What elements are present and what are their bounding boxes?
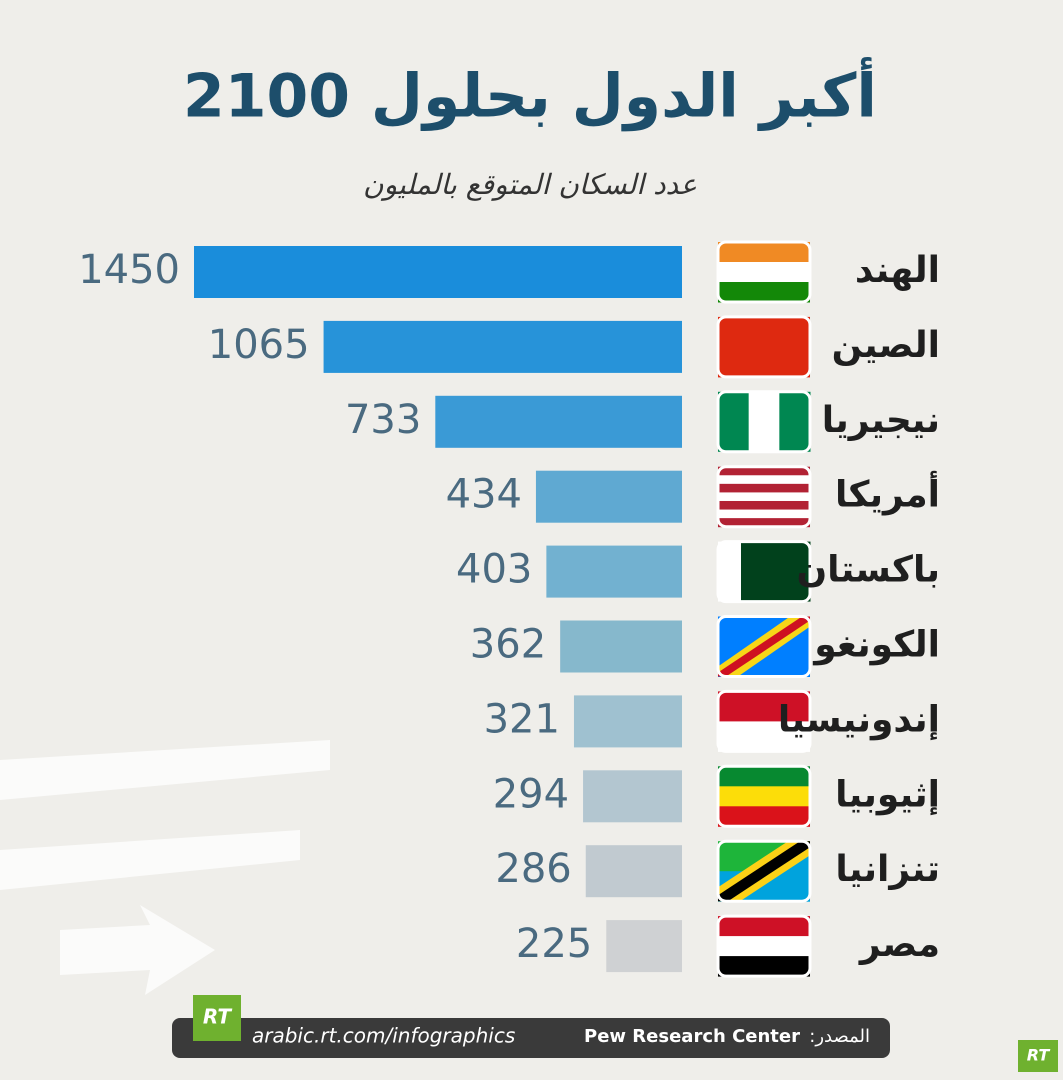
bar [194,246,682,298]
flag-stripe [718,916,810,937]
flag-stripe [718,316,810,378]
flag [716,315,812,379]
flag-frame [716,240,812,304]
category-label: إندونيسيا [778,699,940,740]
value-label: 434 [446,472,522,518]
flag-stripe [718,956,810,977]
bar [585,845,682,898]
flag-stripe [718,500,810,511]
value-label: 225 [516,921,592,967]
flag [716,540,812,604]
bar [583,770,682,823]
flag-frame [716,465,812,529]
category-label: الكونغو [812,625,940,666]
flag-stripe [718,492,810,502]
bar [535,470,682,523]
footer-url: arabic.rt.com/infographics [252,1024,515,1048]
arrow-decoration [0,740,330,995]
flag-stripe [718,475,810,485]
value-label: 733 [345,397,421,443]
bar [323,320,682,373]
flag-stripe [718,936,810,957]
category-label: باكستان [796,550,940,591]
flag-stripe [718,721,810,752]
flag-frame [716,689,812,753]
value-label: 294 [493,771,569,817]
flag-frame [716,615,812,678]
flag-stripe [718,242,810,263]
flag-stripe [718,391,750,452]
flag [716,615,812,678]
value-label: 286 [495,846,571,892]
footer-bar [172,1018,890,1058]
flag-frame [716,914,812,978]
rt-logo [193,995,241,1041]
flag-stripe [718,786,810,807]
flag-stripe [787,541,811,602]
flag-stripe [718,518,810,528]
bar [560,620,682,673]
flag-frame [716,315,812,379]
bar [573,695,682,748]
flag [716,689,812,753]
category-label: الصين [832,325,940,366]
flag-stripe [718,466,810,476]
corner-logo-text: RT [1027,1046,1051,1065]
flag-stripe [718,806,810,827]
category-label: الهند [855,250,940,291]
flag-stripe [718,262,810,283]
flag-frame [716,764,812,828]
flag-frame [716,839,812,903]
flag [716,390,812,454]
footer-source-label: المصدر: [809,1026,870,1047]
bar [546,545,682,598]
corner-logo [1018,1040,1058,1072]
flag [716,465,812,529]
flag-stripe [718,541,742,602]
footer-source: Pew Research Center [584,1026,800,1047]
value-label: 403 [456,547,532,593]
flag-stripe [764,541,788,602]
flag-stripe [718,766,810,787]
category-label: إثيوبيا [835,774,940,815]
flag-frame [716,390,812,454]
value-label: 1450 [78,247,180,293]
rt-logo-text: RT [203,1005,233,1029]
value-label: 321 [484,696,560,742]
category-label: تنزانيا [835,849,940,890]
flag-stripe [718,282,810,303]
flag-stripe [748,391,780,452]
category-label: مصر [858,924,940,965]
flag [716,240,812,304]
bars: 1450 الهند 1065 الصين 733 نيجيريا 434 أمريكا 403… [78,240,940,978]
flag-stripe [718,483,810,493]
bar [435,395,682,448]
flag-stripe [741,541,765,602]
flag [716,839,812,903]
flag [716,764,812,828]
flag-stripe [779,391,811,452]
bar [606,920,682,973]
value-label: 362 [470,622,546,668]
flag-stripe [718,616,810,677]
value-label: 1065 [208,322,310,368]
category-label: نيجيريا [822,400,940,441]
flag-frame [716,540,812,604]
flag-stripe [718,509,810,519]
category-label: أمريكا [835,471,940,516]
flag-stripe [718,691,810,722]
flag [716,914,812,978]
chart-subtitle: عدد السكان المتوقع بالمليون [363,168,697,201]
chart-title: أكبر الدول بحلول 2100 [183,57,877,132]
flag-stripe [718,841,810,902]
